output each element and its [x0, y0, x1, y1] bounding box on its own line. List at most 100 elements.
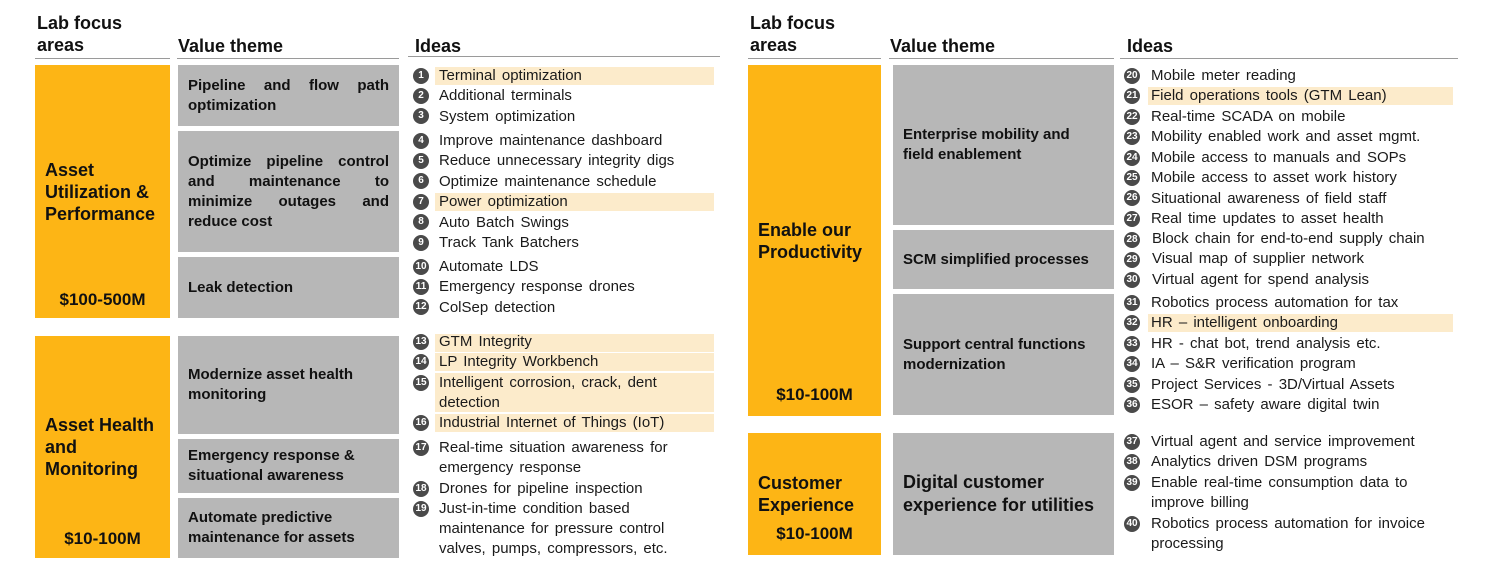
idea-number-badge: 11 [413, 279, 429, 295]
idea-highlight [435, 193, 714, 211]
value-theme: Modernize asset health monitoring [178, 336, 399, 434]
idea-item: GTM Integrity [439, 333, 532, 350]
idea-highlight [435, 353, 714, 371]
focus-area-amount: $100-500M [59, 290, 146, 309]
idea-number-badge: 22 [1124, 109, 1140, 125]
idea-item: Real-time situation awareness for emerge… [439, 438, 709, 478]
header-lab-focus-areas: Lab focus areas [750, 13, 836, 55]
idea-highlight [435, 67, 714, 85]
idea-number-badge: 15 [413, 375, 429, 391]
idea-item: System optimization [439, 108, 576, 125]
idea-number-badge: 25 [1124, 170, 1140, 186]
idea-item: Real time updates to asset health [1151, 210, 1384, 227]
value-theme: Pipeline and flow path optimization [178, 65, 399, 126]
idea-item: Improve maintenance dashboard [439, 132, 663, 149]
idea-number-badge: 3 [413, 108, 429, 124]
focus-area-title: Asset Health and Monitoring [45, 415, 155, 479]
idea-item: Additional terminals [439, 87, 572, 104]
focus-area-title: Asset Utilization & Performance [45, 160, 156, 224]
idea-item: Virtual agent and service improvement [1151, 433, 1415, 450]
value-theme: SCM simplified processes [893, 230, 1114, 289]
idea-item: HR – intelligent onboarding [1151, 314, 1338, 331]
idea-item: IA – S&R verification program [1151, 355, 1356, 372]
idea-number-badge: 39 [1124, 475, 1140, 491]
idea-item: Block chain for end-to-end supply chain [1152, 230, 1425, 247]
idea-text: Enable real-time consumption data to imp… [1151, 474, 1408, 511]
idea-item: Mobile access to asset work history [1151, 169, 1397, 186]
idea-item: Just-in-time condition based maintenance… [439, 499, 711, 559]
idea-item: HR - chat bot, trend analysis etc. [1151, 335, 1381, 352]
idea-item: Robotics process automation for invoice … [1151, 514, 1461, 554]
header-divider [748, 58, 881, 59]
idea-item: Project Services - 3D/Virtual Assets [1151, 376, 1395, 393]
idea-number-badge: 21 [1124, 88, 1140, 104]
idea-number-badge: 6 [413, 173, 429, 189]
focus-area-title: Enable our Productivity [758, 220, 863, 262]
idea-item: Mobility enabled work and asset mgmt. [1151, 128, 1421, 145]
idea-highlight [435, 373, 714, 412]
idea-number-badge: 14 [413, 354, 429, 370]
idea-number-badge: 36 [1124, 397, 1140, 413]
idea-number-badge: 18 [413, 481, 429, 497]
idea-item: ESOR – safety aware digital twin [1151, 396, 1380, 413]
header-value-theme: Value theme [178, 36, 284, 56]
idea-number-badge: 31 [1124, 295, 1140, 311]
header-lab-focus-areas: Lab focus areas [37, 13, 123, 55]
idea-item: Reduce unnecessary integrity digs [439, 152, 675, 169]
idea-item: Situational awareness of field staff [1151, 190, 1387, 207]
focus-area-title: Customer Experience [758, 473, 855, 515]
idea-number-badge: 32 [1124, 315, 1140, 331]
idea-number-badge: 12 [413, 299, 429, 315]
value-theme: Enterprise mobility and field enablement [893, 65, 1114, 225]
header-divider [889, 58, 1114, 59]
idea-item: Real-time SCADA on mobile [1151, 108, 1346, 125]
idea-highlight [1148, 314, 1453, 332]
header-ideas: Ideas [415, 36, 462, 56]
focus-area-amount: $10-100M [776, 385, 853, 404]
idea-number-badge: 4 [413, 133, 429, 149]
idea-item: Robotics process automation for tax [1151, 294, 1399, 311]
idea-highlight [435, 414, 714, 432]
idea-item: Emergency response drones [439, 278, 635, 295]
idea-item: Virtual agent for spend analysis [1152, 271, 1370, 288]
idea-number-badge: 38 [1124, 454, 1140, 470]
idea-number-badge: 8 [413, 214, 429, 230]
idea-number-badge: 2 [413, 88, 429, 104]
idea-number-badge: 35 [1124, 377, 1140, 393]
idea-number-badge: 13 [413, 334, 429, 350]
idea-item: ColSep detection [439, 299, 556, 316]
idea-number-badge: 40 [1124, 516, 1140, 532]
focus-area-amount: $10-100M [64, 529, 141, 548]
idea-item: Drones for pipeline inspection [439, 480, 643, 497]
focus-area-customer-experience: Customer Experience $10-100M [748, 433, 881, 555]
value-theme: Emergency response & situational awarene… [178, 439, 399, 493]
idea-number-badge: 30 [1124, 272, 1140, 288]
value-theme: Automate predictive maintenance for asse… [178, 498, 399, 558]
idea-number-badge: 10 [413, 259, 429, 275]
header-divider [1120, 58, 1458, 59]
idea-text: Intelligent corrosion, crack, dent detec… [439, 374, 657, 411]
idea-item: Auto Batch Swings [439, 214, 569, 231]
value-theme: Digital customer experience for utilitie… [893, 433, 1114, 555]
focus-area-asset-utilization: Asset Utilization & Performance $100-500… [35, 65, 170, 318]
idea-item: Mobile access to manuals and SOPs [1151, 149, 1407, 166]
idea-number-badge: 23 [1124, 129, 1140, 145]
idea-number-badge: 16 [413, 415, 429, 431]
idea-number-badge: 19 [413, 501, 429, 517]
idea-highlight [435, 334, 714, 352]
header-ideas: Ideas [1127, 36, 1174, 56]
idea-number-badge: 27 [1124, 211, 1140, 227]
value-theme: Support central functions modernization [893, 294, 1114, 415]
idea-item: Visual map of supplier network [1152, 250, 1364, 267]
idea-number-badge: 1 [413, 68, 429, 84]
idea-item: Analytics driven DSM programs [1151, 453, 1368, 470]
focus-area-asset-health: Asset Health and Monitoring $10-100M [35, 336, 170, 558]
idea-number-badge: 7 [413, 194, 429, 210]
header-value-theme: Value theme [890, 36, 996, 56]
value-theme: Optimize pipeline control and maintenanc… [178, 131, 399, 252]
idea-number-badge: 28 [1124, 232, 1140, 248]
idea-highlight [1148, 87, 1453, 105]
idea-number-badge: 9 [413, 235, 429, 251]
header-divider [35, 58, 170, 59]
idea-text: Robotics process automation for invoice … [1151, 515, 1425, 552]
